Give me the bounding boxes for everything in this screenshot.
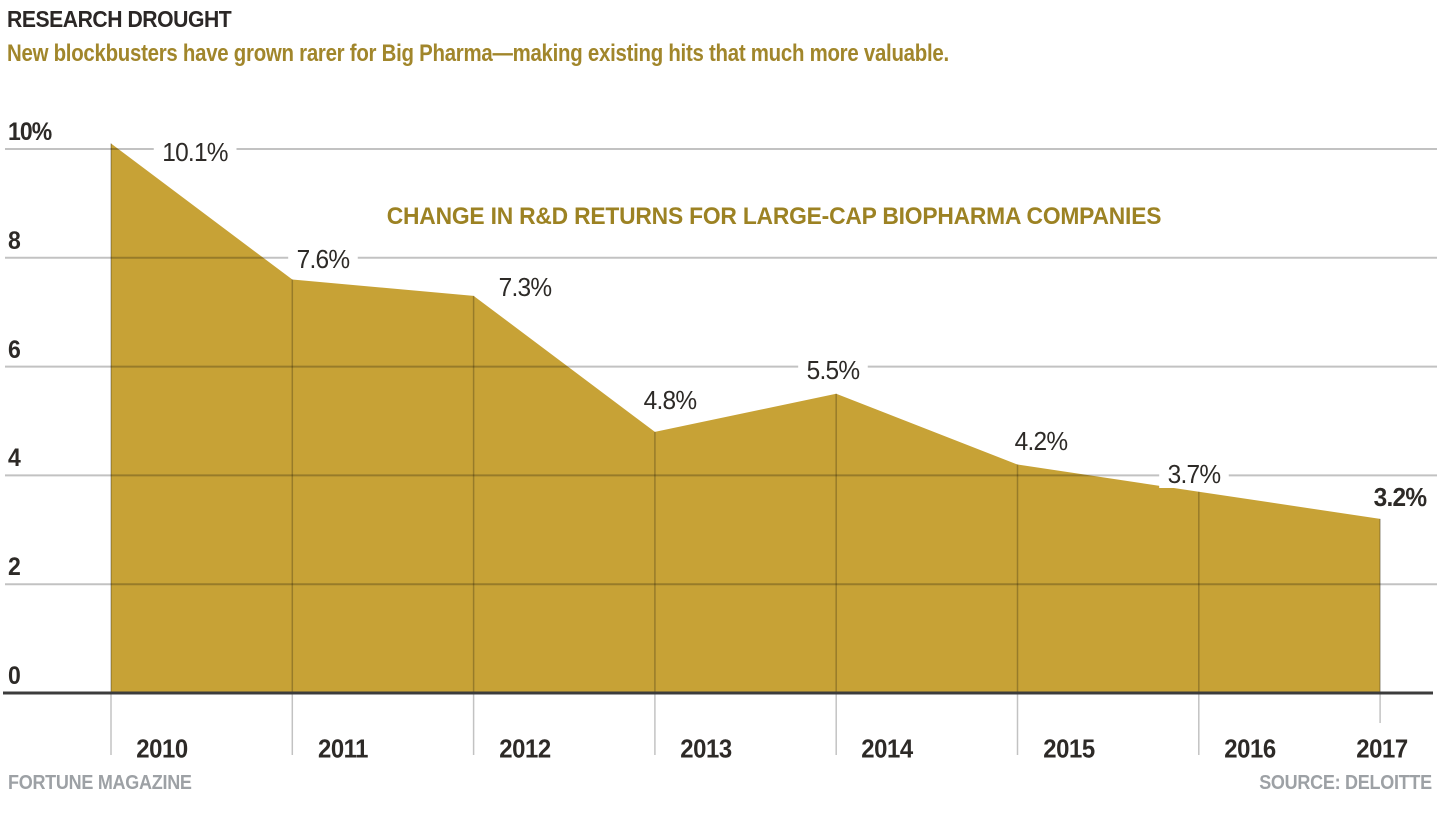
chart-title: CHANGE IN R&D RETURNS FOR LARGE-CAP BIOP… [386, 203, 1162, 230]
page-subtitle: New blockbusters have grown rarer for Bi… [7, 40, 949, 67]
footer-source: SOURCE: DELOITTE [1259, 772, 1432, 794]
x-axis-year-label: 2011 [318, 733, 369, 764]
x-axis-year-label: 2010 [136, 733, 188, 764]
data-point-label: 3.2% [1365, 482, 1435, 511]
data-point-label: 7.6% [288, 244, 359, 273]
y-axis-tick-label: 0 [8, 662, 21, 690]
y-axis-tick-label: 4 [8, 444, 21, 473]
data-point-label: 10.1% [153, 137, 237, 166]
page-title: RESEARCH DROUGHT [7, 6, 232, 32]
header: RESEARCH DROUGHT New blockbusters have g… [7, 6, 1107, 68]
data-point-label: 3.7% [1158, 459, 1229, 488]
footer: FORTUNE MAGAZINE SOURCE: DELOITTE [0, 772, 1440, 802]
y-axis-tick-label: 8 [8, 226, 21, 255]
footer-publication: FORTUNE MAGAZINE [8, 772, 192, 794]
data-point-label: 4.2% [1005, 426, 1076, 455]
x-axis-year-label: 2012 [498, 733, 551, 764]
data-point-label: 5.5% [798, 355, 868, 384]
area-series [111, 143, 1381, 693]
y-axis-tick-label: 6 [8, 335, 21, 364]
x-axis-year-label: 2016 [1224, 733, 1276, 764]
x-axis-year-label: 2017 [1356, 733, 1408, 764]
y-axis-tick-label: 10% [8, 118, 52, 146]
y-axis-tick-label: 2 [8, 553, 21, 582]
x-axis-year-label: 2014 [861, 733, 913, 764]
x-axis-year-label: 2013 [680, 733, 732, 764]
data-point-label: 4.8% [635, 385, 705, 414]
x-axis-year-label: 2015 [1042, 733, 1095, 764]
data-point-label: 7.3% [489, 272, 560, 301]
